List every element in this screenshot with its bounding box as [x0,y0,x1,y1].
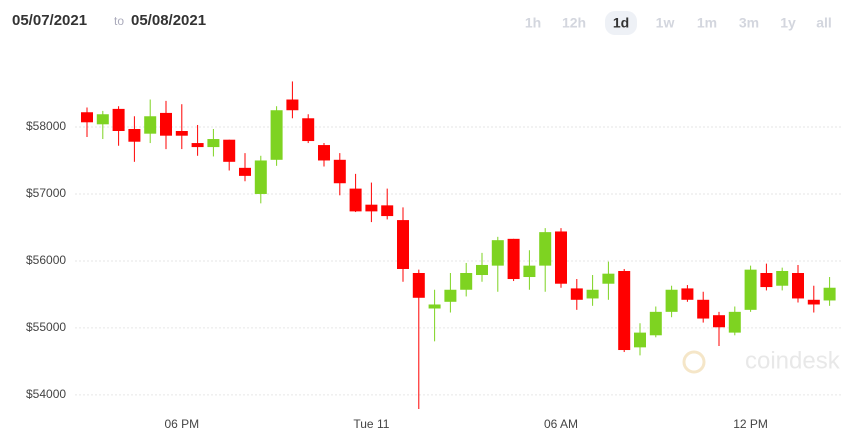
y-tick-label: $54000 [26,387,66,401]
candle-body [570,288,583,300]
candle-body [286,99,299,111]
range-button[interactable]: 1m [697,15,717,31]
candle-body [776,270,789,286]
candle-body [744,269,757,310]
candle-body [81,112,93,123]
range-button[interactable]: 1w [656,15,675,31]
x-tick-label: 06 PM [164,417,199,431]
candle-body [365,204,378,212]
range-button[interactable]: all [816,15,832,31]
date-from: 05/07/2021 [12,12,87,29]
candle-body [476,264,488,276]
y-tick-label: $55000 [26,320,66,334]
candle-body [618,270,631,351]
candle-body [207,139,220,148]
range-button-bg [605,11,637,35]
candle-body [713,315,725,328]
candle-body [649,311,662,336]
candle-body [539,232,552,266]
candle-body [128,128,141,142]
candle-body [318,145,330,161]
range-button[interactable]: 1h [525,15,541,31]
x-tick-label: 06 AM [544,417,578,431]
candle-body [586,289,599,299]
candle-body [254,160,267,194]
candle-body [491,240,504,266]
candle-body [792,273,804,299]
candle-body [728,311,741,333]
candle-body [112,108,125,131]
candle-body [507,238,520,280]
candle-body [412,273,425,298]
candle-body [144,116,157,134]
candle-body [681,288,694,300]
candle-body [665,289,678,312]
candle-body [160,112,172,136]
candle-body [634,332,646,348]
candle-body [349,188,362,212]
date-separator: to [114,14,124,28]
y-tick-label: $57000 [26,186,66,200]
candle-body [807,299,820,305]
candle-body [760,273,773,288]
candle-body [223,139,236,162]
candle-body [191,143,204,148]
range-button[interactable]: 1d [613,15,629,31]
candle-body [397,220,409,269]
watermark: coindesk [745,347,841,374]
candle-body [697,299,710,319]
range-button[interactable]: 12h [562,15,586,31]
candle-body [302,118,315,142]
candle-body [333,159,346,184]
range-button[interactable]: 1y [780,15,796,31]
candle-body [555,231,567,284]
candle-body [381,205,394,217]
candle-body [175,131,188,136]
y-tick-label: $58000 [26,119,66,133]
x-tick-label: 12 PM [733,417,768,431]
date-to: 05/08/2021 [131,12,206,29]
watermark-logo [682,350,706,374]
candle-body [602,273,615,284]
range-button[interactable]: 3m [739,15,759,31]
candle-body [823,287,836,301]
candle-body [428,304,441,309]
candle-body [460,273,473,290]
x-tick-label: Tue 11 [353,417,389,431]
candle-body [523,265,536,278]
candle-body [444,289,457,302]
y-tick-label: $56000 [26,253,66,267]
candle-body [239,167,251,176]
candle-body [270,110,283,160]
candle-body [96,114,109,125]
